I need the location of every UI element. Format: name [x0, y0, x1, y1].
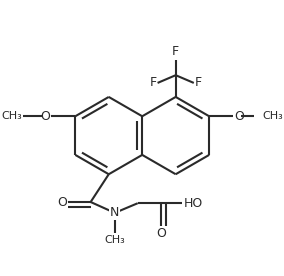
Text: CH₃: CH₃	[105, 235, 125, 245]
Text: F: F	[149, 76, 156, 89]
Text: O: O	[156, 227, 166, 240]
Text: CH₃: CH₃	[1, 111, 22, 121]
Text: O: O	[57, 195, 67, 208]
Text: F: F	[172, 45, 179, 58]
Text: F: F	[195, 76, 202, 89]
Text: HO: HO	[183, 197, 203, 210]
Text: CH₃: CH₃	[262, 111, 283, 121]
Text: O: O	[41, 110, 51, 123]
Text: N: N	[110, 206, 120, 219]
Text: O: O	[234, 110, 244, 123]
